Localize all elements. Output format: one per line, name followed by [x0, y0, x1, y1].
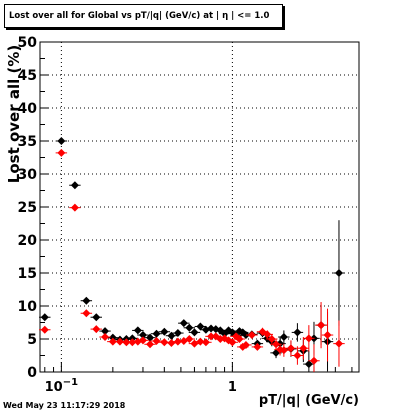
data-point [101, 333, 110, 342]
series-0 [39, 137, 345, 372]
data-point [82, 309, 91, 318]
data-point [92, 313, 101, 322]
y-tick-label: 25 [18, 200, 37, 216]
plot-frame [39, 41, 360, 373]
data-point [247, 331, 256, 340]
data-point [241, 340, 250, 349]
data-point [40, 313, 49, 322]
y-tick-label: 35 [18, 134, 37, 150]
data-point [267, 335, 276, 343]
y-tick-label: 5 [27, 332, 37, 348]
data-point [185, 335, 194, 343]
data-point [228, 338, 237, 347]
data-point [293, 328, 302, 337]
data-point [241, 331, 250, 340]
data-point [179, 319, 188, 328]
data-point [160, 327, 169, 336]
data-point [108, 337, 117, 346]
data-point [167, 331, 176, 340]
grid-lines [40, 42, 359, 372]
y-tick-label: 15 [18, 266, 37, 282]
data-point [138, 336, 147, 345]
data-point [196, 322, 205, 331]
data-point [304, 334, 313, 343]
data-point [57, 148, 66, 157]
data-point [82, 296, 91, 305]
data-point [167, 338, 176, 347]
data-point [115, 337, 124, 346]
data-point [235, 335, 244, 343]
y-tick-label: 50 [18, 35, 38, 51]
y-axis-label: Lost over all (%) [5, 45, 23, 183]
data-point [160, 338, 169, 347]
data-point [207, 324, 216, 333]
y-tick-label: 10 [18, 299, 38, 315]
data-point [40, 325, 49, 334]
data-point [128, 338, 137, 347]
data-point [263, 330, 272, 339]
y-tick-label: 0 [27, 365, 37, 381]
data-point [122, 338, 131, 347]
data-point [146, 333, 155, 342]
data-point [201, 338, 210, 347]
data-point [309, 356, 318, 365]
data-point [304, 360, 313, 369]
data-point [196, 337, 205, 346]
data-point [173, 329, 182, 338]
y-tick-label: 20 [18, 233, 38, 249]
data-point [152, 336, 161, 345]
data-point [185, 323, 194, 332]
tick-labels: 0 5 10 15 20 25 30 35 40 45 50 10−1 1 [18, 35, 237, 395]
data-point [70, 203, 79, 212]
data-point [152, 329, 161, 338]
data-point [334, 339, 343, 348]
data-point [323, 331, 332, 340]
data-point [173, 337, 182, 346]
data-point [293, 351, 302, 360]
data-point [334, 269, 343, 277]
x-axis-label: pT/|q| (GeV/c) [259, 393, 359, 408]
x-tick-label: 1 [228, 380, 237, 395]
data-point [317, 321, 326, 330]
data-point [190, 328, 199, 337]
chart-title: Lost over all for Global vs pT/|q| (GeV/… [4, 4, 283, 28]
series-1 [39, 148, 345, 372]
data-points [39, 137, 345, 372]
timestamp-footer: Wed May 23 11:17:29 2018 [3, 401, 126, 410]
data-point [138, 331, 147, 340]
data-point [299, 344, 308, 353]
y-tick-label: 45 [18, 68, 37, 84]
data-point [57, 137, 66, 145]
data-point [146, 340, 155, 349]
data-point [279, 333, 288, 342]
y-tick-label: 30 [18, 167, 38, 183]
data-point [253, 342, 262, 351]
data-point [286, 344, 295, 353]
data-point [70, 181, 79, 190]
data-point [92, 325, 101, 334]
data-point [101, 327, 110, 336]
data-point [272, 340, 281, 349]
y-tick-label: 40 [18, 101, 38, 117]
x-tick-label: 10−1 [45, 377, 78, 395]
data-point [133, 326, 142, 335]
axis-ticks [40, 41, 353, 373]
